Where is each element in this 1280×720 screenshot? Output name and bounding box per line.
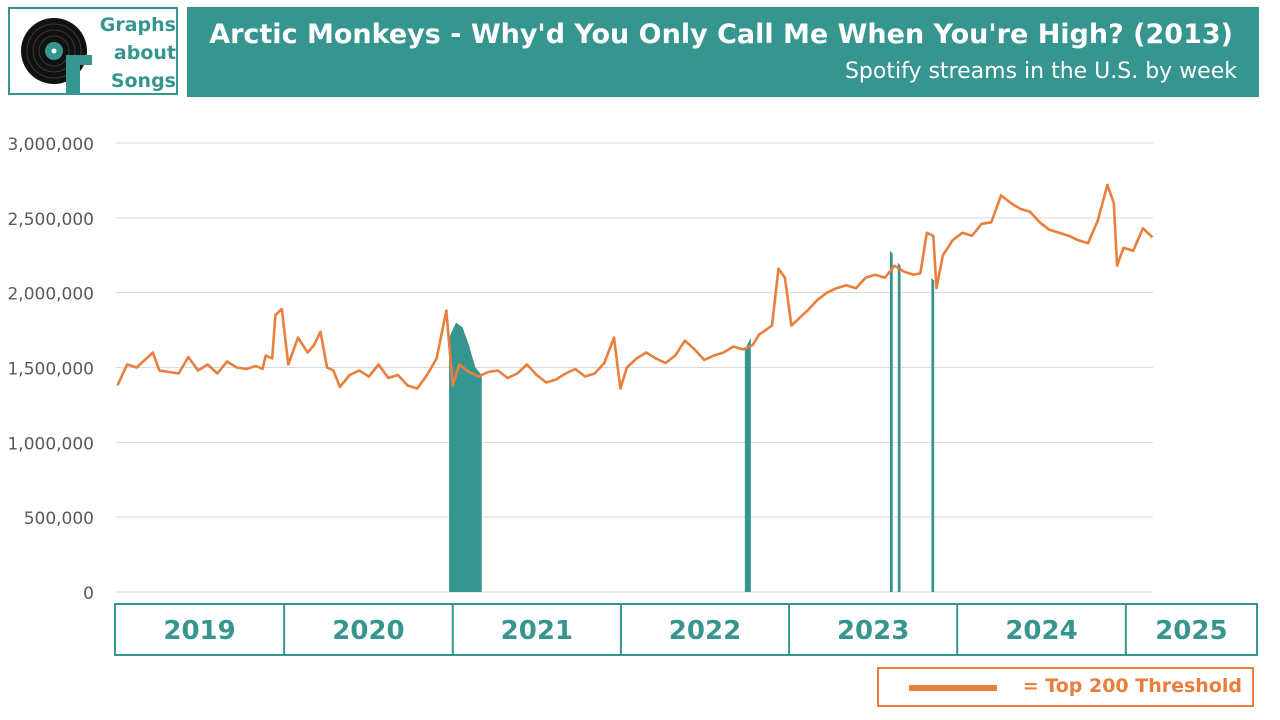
threshold-area bbox=[931, 277, 935, 592]
year-label: 2021 bbox=[501, 616, 573, 646]
y-tick-label: 500,000 bbox=[24, 509, 94, 529]
legend-label: = Top 200 Threshold bbox=[1022, 675, 1242, 697]
y-tick-label: 2,500,000 bbox=[7, 210, 94, 230]
y-tick-label: 1,000,000 bbox=[7, 434, 94, 454]
chart-title: Arctic Monkeys - Why'd You Only Call Me … bbox=[209, 19, 1233, 50]
year-label: 2020 bbox=[332, 616, 404, 646]
threshold-area bbox=[744, 337, 751, 592]
year-label: 2024 bbox=[1005, 616, 1077, 646]
y-axis-tick-labels: 0 500,000 1,000,000 1,500,000 2,000,000 2,500… bbox=[7, 135, 94, 604]
year-label: 2019 bbox=[163, 616, 235, 646]
vinyl-record-icon bbox=[21, 18, 92, 93]
threshold-area bbox=[889, 250, 893, 592]
streams-series bbox=[116, 183, 1154, 390]
year-label: 2023 bbox=[837, 616, 909, 646]
logo: Graphs about Songs bbox=[8, 7, 178, 95]
header-banner: Arctic Monkeys - Why'd You Only Call Me … bbox=[187, 7, 1259, 97]
streams-line bbox=[116, 183, 1154, 390]
year-label: 2025 bbox=[1155, 616, 1227, 646]
chart-subtitle: Spotify streams in the U.S. by week bbox=[844, 59, 1237, 84]
threshold-area bbox=[449, 322, 482, 592]
grid-lines bbox=[116, 142, 1153, 593]
y-tick-label: 1,500,000 bbox=[7, 360, 94, 380]
year-axis-frame bbox=[114, 603, 1258, 656]
year-label: 2022 bbox=[669, 616, 741, 646]
y-tick-label: 3,000,000 bbox=[7, 135, 94, 155]
legend: = Top 200 Threshold bbox=[877, 667, 1254, 707]
threshold-area bbox=[897, 262, 901, 592]
year-axis: 2019 2020 2021 2022 2023 2024 2025 bbox=[114, 603, 1258, 656]
logo-text: Graphs about Songs bbox=[99, 14, 176, 92]
threshold-series bbox=[449, 250, 935, 592]
y-tick-label: 0 bbox=[83, 584, 94, 604]
legend-line-swatch bbox=[909, 685, 997, 691]
y-tick-label: 2,000,000 bbox=[7, 285, 94, 305]
